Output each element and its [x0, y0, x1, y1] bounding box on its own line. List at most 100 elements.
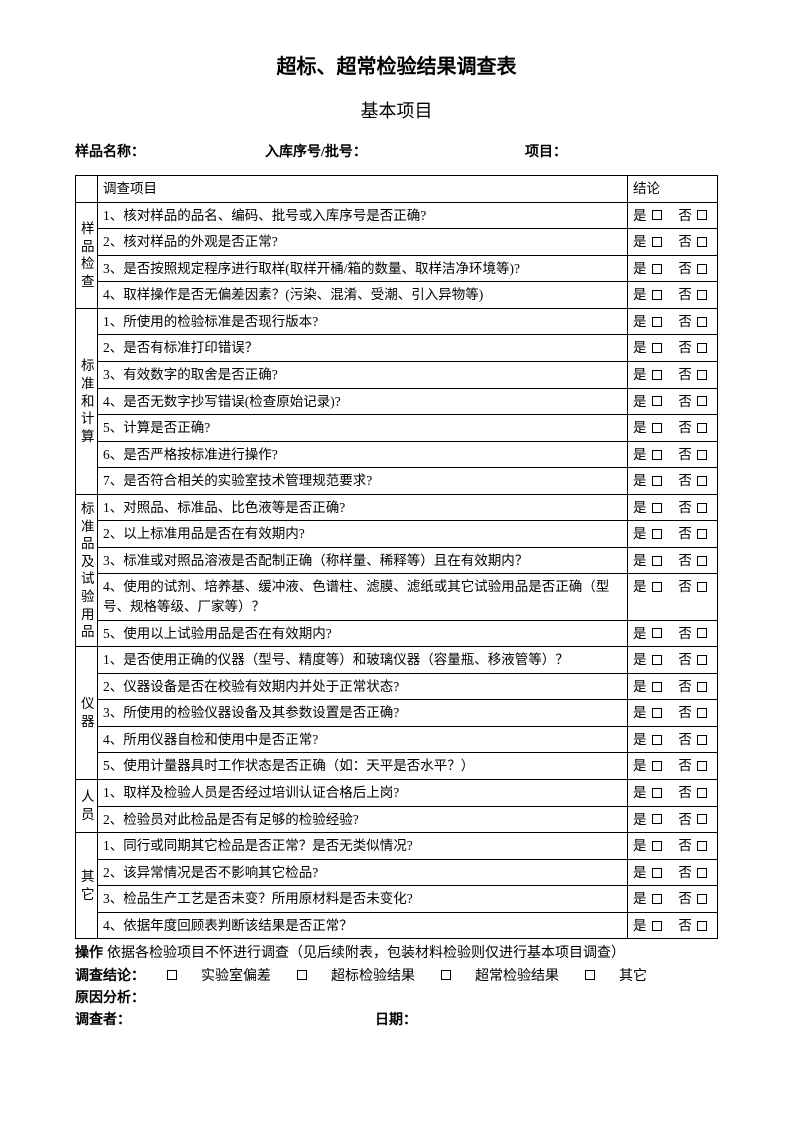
yes-checkbox[interactable]: [652, 788, 662, 798]
category-cell: 仪 器: [76, 647, 98, 780]
yes-checkbox[interactable]: [652, 317, 662, 327]
yes-checkbox[interactable]: [652, 708, 662, 718]
category-cell: 标 准 和 计 算: [76, 308, 98, 494]
yes-checkbox[interactable]: [652, 450, 662, 460]
no-checkbox[interactable]: [697, 396, 707, 406]
table-row: 样 品 检 查1、核对样品的品名、编码、批号或入库序号是否正确?是 否: [76, 202, 718, 229]
no-checkbox[interactable]: [697, 868, 707, 878]
no-checkbox[interactable]: [697, 628, 707, 638]
yes-checkbox[interactable]: [652, 582, 662, 592]
yes-checkbox[interactable]: [652, 628, 662, 638]
no-checkbox[interactable]: [697, 655, 707, 665]
col-header-conclusion: 结论: [628, 176, 718, 203]
yes-checkbox[interactable]: [652, 921, 662, 931]
no-label: 否: [678, 394, 692, 409]
yes-checkbox[interactable]: [652, 237, 662, 247]
yes-checkbox[interactable]: [652, 476, 662, 486]
yes-checkbox[interactable]: [652, 682, 662, 692]
no-checkbox[interactable]: [697, 503, 707, 513]
yes-checkbox[interactable]: [652, 841, 662, 851]
yes-checkbox[interactable]: [652, 503, 662, 513]
yes-checkbox[interactable]: [652, 814, 662, 824]
item-cell: 1、同行或同期其它检品是否正常？是否无类似情况?: [98, 833, 628, 860]
no-checkbox[interactable]: [697, 370, 707, 380]
operation-label: 操作: [75, 943, 103, 965]
no-checkbox[interactable]: [697, 708, 707, 718]
no-checkbox[interactable]: [697, 423, 707, 433]
no-checkbox[interactable]: [697, 476, 707, 486]
conclusion-cell: 是 否: [628, 202, 718, 229]
yes-checkbox[interactable]: [652, 343, 662, 353]
table-row: 2、检验员对此检品是否有足够的检验经验?是 否: [76, 806, 718, 833]
project-label: 项目：: [525, 141, 718, 161]
yes-checkbox[interactable]: [652, 370, 662, 380]
no-checkbox[interactable]: [697, 761, 707, 771]
yes-checkbox[interactable]: [652, 290, 662, 300]
conclusion-cell: 是 否: [628, 833, 718, 860]
yes-label: 是: [633, 579, 647, 594]
yes-checkbox[interactable]: [652, 396, 662, 406]
no-checkbox[interactable]: [697, 841, 707, 851]
table-row: 6、是否严格按标准进行操作?是 否: [76, 441, 718, 468]
conclusion-cell: 是 否: [628, 806, 718, 833]
item-cell: 1、所使用的检验标准是否现行版本?: [98, 308, 628, 335]
yes-label: 是: [633, 526, 647, 541]
yes-label: 是: [633, 652, 647, 667]
no-checkbox[interactable]: [697, 264, 707, 274]
yes-checkbox[interactable]: [652, 868, 662, 878]
item-cell: 4、使用的试剂、培养基、缓冲液、色谱柱、滤膜、滤纸或其它试验用品是否正确（型号、…: [98, 574, 628, 620]
header-fields: 样品名称： 入库序号/批号： 项目：: [75, 141, 718, 161]
no-checkbox[interactable]: [697, 894, 707, 904]
option-checkbox[interactable]: [585, 970, 595, 980]
page-title: 超标、超常检验结果调查表: [75, 50, 718, 79]
yes-label: 是: [633, 473, 647, 488]
table-row: 7、是否符合相关的实验室技术管理规范要求?是 否: [76, 468, 718, 495]
table-row: 4、依据年度回顾表判断该结果是否正常？是 否: [76, 912, 718, 939]
no-checkbox[interactable]: [697, 682, 707, 692]
option-checkbox[interactable]: [167, 970, 177, 980]
yes-checkbox[interactable]: [652, 761, 662, 771]
yes-label: 是: [633, 732, 647, 747]
conclusion-cell: 是 否: [628, 574, 718, 620]
no-checkbox[interactable]: [697, 814, 707, 824]
yes-checkbox[interactable]: [652, 264, 662, 274]
option-checkbox[interactable]: [441, 970, 451, 980]
yes-checkbox[interactable]: [652, 529, 662, 539]
yes-checkbox[interactable]: [652, 894, 662, 904]
no-checkbox[interactable]: [697, 921, 707, 931]
no-checkbox[interactable]: [697, 210, 707, 220]
no-label: 否: [678, 261, 692, 276]
no-checkbox[interactable]: [697, 343, 707, 353]
category-cell: 人 员: [76, 779, 98, 832]
table-row: 4、是否无数字抄写错误(检查原始记录)?是 否: [76, 388, 718, 415]
option-checkbox[interactable]: [297, 970, 307, 980]
conclusion-options: 实验室偏差超标检验结果超常检验结果其它: [165, 966, 671, 988]
yes-label: 是: [633, 287, 647, 302]
no-checkbox[interactable]: [697, 290, 707, 300]
table-row: 标 准 和 计 算1、所使用的检验标准是否现行版本?是 否: [76, 308, 718, 335]
col-header-item: 调查项目: [98, 176, 628, 203]
item-cell: 3、是否按照规定程序进行取样(取样开桶/箱的数量、取样洁净环境等)?: [98, 255, 628, 282]
table-row: 2、是否有标准打印错误？是 否: [76, 335, 718, 362]
no-label: 否: [678, 447, 692, 462]
yes-checkbox[interactable]: [652, 556, 662, 566]
conclusion-cell: 是 否: [628, 255, 718, 282]
no-checkbox[interactable]: [697, 237, 707, 247]
item-cell: 5、使用计量器具时工作状态是否正确（如：天平是否水平？）: [98, 753, 628, 780]
no-checkbox[interactable]: [697, 735, 707, 745]
no-checkbox[interactable]: [697, 529, 707, 539]
conclusion-cell: 是 否: [628, 886, 718, 913]
yes-checkbox[interactable]: [652, 735, 662, 745]
no-checkbox[interactable]: [697, 556, 707, 566]
table-row: 5、使用以上试验用品是否在有效期内?是 否: [76, 620, 718, 647]
yes-label: 是: [633, 261, 647, 276]
item-cell: 2、核对样品的外观是否正常?: [98, 229, 628, 256]
yes-checkbox[interactable]: [652, 423, 662, 433]
no-checkbox[interactable]: [697, 450, 707, 460]
no-checkbox[interactable]: [697, 788, 707, 798]
yes-checkbox[interactable]: [652, 655, 662, 665]
yes-checkbox[interactable]: [652, 210, 662, 220]
no-checkbox[interactable]: [697, 582, 707, 592]
yes-label: 是: [633, 758, 647, 773]
no-checkbox[interactable]: [697, 317, 707, 327]
